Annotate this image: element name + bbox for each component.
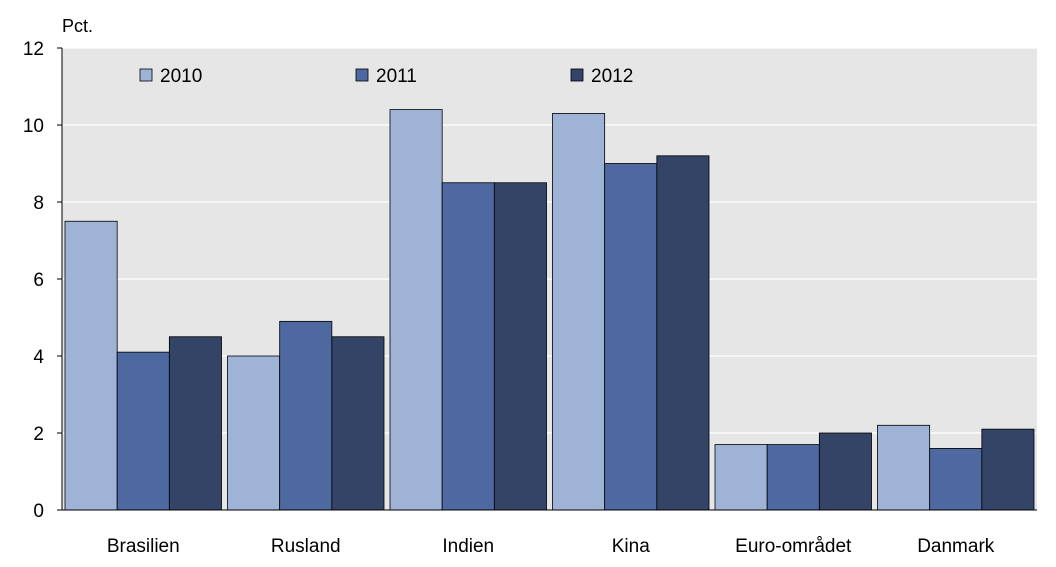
bar-2010-1 (227, 355, 281, 511)
x-tick-label: Danmark (917, 536, 995, 557)
y-tick-label: 12 (23, 39, 44, 60)
x-tick-label: Euro-området (735, 536, 852, 557)
axes: 0 2 4 6 8 10 12 Brasilien Rusland Indien Kina Euro-… (23, 39, 1037, 557)
bar-2012-4 (818, 432, 872, 511)
legend-swatch (139, 68, 153, 82)
bar-2012-3 (656, 155, 710, 511)
y-tick-label: 0 (33, 501, 44, 522)
bar-2010-0 (64, 220, 118, 511)
bar-2011-1 (279, 320, 333, 511)
bar-2012-5 (981, 428, 1035, 511)
bar-2010-3 (552, 113, 606, 511)
bar-2012-0 (168, 336, 222, 511)
bar-2011-4 (766, 444, 820, 511)
legend-swatch (570, 68, 584, 82)
bars (64, 109, 1035, 511)
legend: 2010 2011 2012 (139, 66, 633, 87)
bar-2012-1 (331, 336, 385, 511)
y-tick-label: 6 (33, 270, 44, 291)
bar-2011-0 (116, 351, 170, 511)
legend-swatch (355, 68, 369, 82)
bar-2010-2 (389, 109, 443, 511)
y-tick-label: 2 (33, 424, 44, 445)
y-tick-label: 10 (23, 116, 44, 137)
bar-2010-5 (877, 424, 931, 511)
bar-2011-2 (441, 182, 495, 511)
x-tick-label: Indien (442, 536, 494, 557)
y-tick-label: 4 (33, 347, 44, 368)
legend-label: 2011 (376, 66, 417, 87)
y-tick-label: 8 (33, 193, 44, 214)
x-tick-label: Brasilien (107, 536, 180, 557)
bar-2011-5 (929, 447, 983, 511)
bar-2011-3 (604, 163, 658, 511)
y-unit-label: Pct. (62, 16, 93, 36)
gridlines (62, 47, 1037, 434)
legend-label: 2012 (591, 66, 633, 87)
x-tick-label: Kina (612, 536, 650, 557)
x-tick-label: Rusland (271, 536, 341, 557)
bar-2012-2 (493, 182, 547, 511)
bar-2010-4 (714, 444, 768, 511)
legend-label: 2010 (160, 66, 202, 87)
